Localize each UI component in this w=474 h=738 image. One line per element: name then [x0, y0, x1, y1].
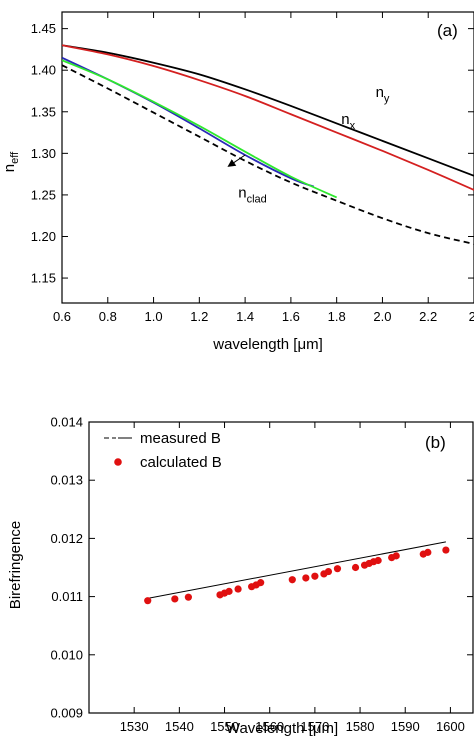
chart-b-plot-frame	[88, 421, 474, 714]
chart-a-x-axis-label: wavelength [μm]	[212, 336, 323, 353]
calculated-b-point	[288, 576, 296, 584]
chart-a-panel-label: (a)	[437, 21, 458, 40]
a-y-tick-label: 1.35	[31, 104, 56, 119]
chart-b-x-ticks: 1530 1540 1550 1560 1570 1580 1590 1600	[120, 422, 465, 734]
a-x-tick-label: 1.4	[236, 309, 254, 324]
b-x-tick-label: 1560	[255, 719, 284, 734]
series-line-nclad	[62, 64, 474, 245]
chart-b-y-ticks: 0.009 0.010 0.011 0.012 0.013 0.014	[50, 415, 473, 721]
b-x-tick-label: 1580	[346, 719, 375, 734]
measured-b-line	[147, 541, 446, 599]
calculated-b-point	[171, 595, 179, 603]
a-x-tick-label: 1.0	[145, 309, 163, 324]
a-x-tick-label: 0.6	[53, 309, 71, 324]
calculated-b-point	[424, 548, 432, 556]
chart-a: 0.60.81.01.21.41.61.82.02.22. 1.151.201.…	[1, 11, 474, 353]
a-x-tick-label: 2.2	[419, 309, 437, 324]
a-y-tick-label: 1.15	[31, 271, 56, 286]
chart-b-x-axis-label: Wavelength [μm]	[226, 720, 338, 737]
b-y-tick-label: 0.013	[50, 473, 83, 488]
a-x-tick-label: 1.2	[190, 309, 208, 324]
a-y-tick-label: 1.40	[31, 63, 56, 78]
chart-b-legend: measured B calculated B	[104, 430, 222, 471]
calculated-b-point	[234, 585, 242, 593]
b-x-tick-label: 1590	[391, 719, 420, 734]
svg-text:neff: neff	[1, 151, 21, 172]
a-x-tick-label: 2.	[469, 309, 474, 324]
calculated-b-point	[144, 597, 152, 605]
chart-b-y-axis-label: Birefringence	[7, 521, 24, 609]
calculated-b-point	[442, 546, 450, 554]
a-x-tick-label: 2.0	[373, 309, 391, 324]
b-y-tick-label: 0.009	[50, 706, 83, 721]
a-x-tick-label: 1.8	[328, 309, 346, 324]
calculated-b-point	[351, 563, 360, 572]
series-line-green	[62, 59, 338, 199]
legend-calculated-swatch	[114, 458, 122, 466]
a-x-tick-label: 0.8	[99, 309, 117, 324]
b-y-tick-label: 0.010	[50, 647, 83, 662]
annotation-y: ny	[376, 84, 390, 105]
b-y-tick-label: 0.012	[50, 531, 83, 546]
calculated-b-point	[225, 587, 233, 595]
annotation-x: nx	[341, 111, 355, 132]
series-line-ny	[62, 44, 474, 177]
b-x-tick-label: 1600	[436, 719, 465, 734]
a-y-tick-label: 1.25	[31, 187, 56, 202]
calculated-b-point	[302, 574, 310, 582]
chart-b: 1530 1540 1550 1560 1570 1580 1590 1600 0.0090.…	[7, 415, 474, 737]
calculated-b-point	[311, 572, 319, 580]
nclad-arrow	[227, 154, 246, 167]
b-x-tick-label: 1570	[300, 719, 329, 734]
legend-calculated-label: calculated B	[140, 454, 222, 471]
calculated-b-point	[324, 567, 333, 576]
series-line-nx	[62, 44, 474, 191]
b-y-tick-label: 0.011	[51, 589, 83, 604]
chart-b-panel-label: (b)	[425, 433, 446, 452]
chart-b-series	[144, 541, 450, 605]
b-x-tick-label: 1540	[165, 719, 194, 734]
b-x-tick-label: 1550	[210, 719, 239, 734]
chart-a-y-label-sub: eff	[9, 151, 21, 164]
calculated-b-point	[374, 556, 382, 565]
a-y-tick-label: 1.30	[31, 146, 56, 161]
chart-a-y-label-main: n	[1, 164, 18, 172]
a-y-tick-label: 1.45	[31, 21, 56, 36]
b-y-tick-label: 0.014	[50, 415, 83, 430]
calculated-b-point	[257, 579, 265, 587]
calculated-b-point	[184, 593, 192, 601]
chart-a-plot-frame	[61, 11, 474, 304]
a-x-tick-label: 1.6	[282, 309, 300, 324]
calculated-b-point	[333, 565, 342, 573]
chart-a-series	[62, 44, 474, 245]
chart-a-y-ticks: 1.15 1.20 1.25 1.30 1.35 1.40 1.45	[31, 21, 474, 286]
chart-a-x-ticks: 0.6 0.8 1.0 1.2 1.4 1.6 1.8 2.0 2.2 2.	[53, 12, 474, 324]
calculated-b-point	[392, 552, 400, 560]
b-x-tick-label: 1530	[120, 719, 149, 734]
a-y-tick-label: 1.20	[31, 229, 56, 244]
chart-a-y-axis-label: neff	[1, 151, 21, 172]
legend-measured-label: measured B	[140, 430, 221, 447]
annotation-clad: nclad	[238, 184, 267, 205]
